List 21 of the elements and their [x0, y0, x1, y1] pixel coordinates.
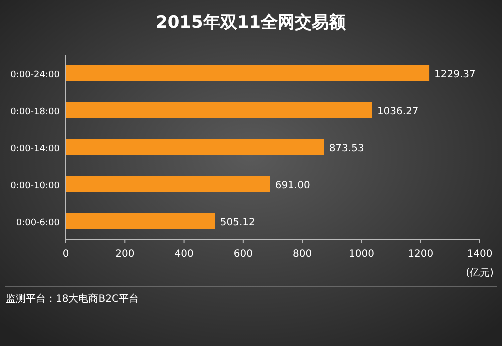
- x-axis-title: (亿元): [466, 268, 494, 279]
- data-label: 505.12: [220, 218, 256, 228]
- data-label: 691.00: [275, 180, 310, 192]
- x-tick-label: 1200: [408, 249, 434, 260]
- x-tick-label: 400: [174, 249, 194, 260]
- x-tick-label: 1000: [348, 249, 374, 260]
- y-tick-label: 0:00-24:00: [10, 70, 60, 80]
- y-tick-label: 0:00-18:00: [10, 108, 60, 118]
- x-tick-label: 0: [62, 249, 70, 260]
- x-tick-label: 600: [234, 249, 253, 260]
- chart-title: 2015年双11全网交易额: [156, 13, 347, 33]
- data-label: 873.53: [329, 144, 364, 154]
- y-tick-label: 0:00-10:00: [10, 182, 60, 192]
- data-label: 1229.37: [434, 70, 476, 80]
- x-tick-label: 1400: [467, 249, 493, 260]
- y-tick-label: 0:00-14:00: [10, 144, 60, 154]
- y-tick-label: 0:00-6:00: [16, 218, 60, 228]
- data-label: 1036.27: [377, 106, 419, 118]
- text: 监测平台：18大电商B2C平台: [6, 293, 139, 305]
- x-tick-label: 200: [116, 249, 135, 260]
- x-tick-label: 800: [293, 249, 312, 260]
